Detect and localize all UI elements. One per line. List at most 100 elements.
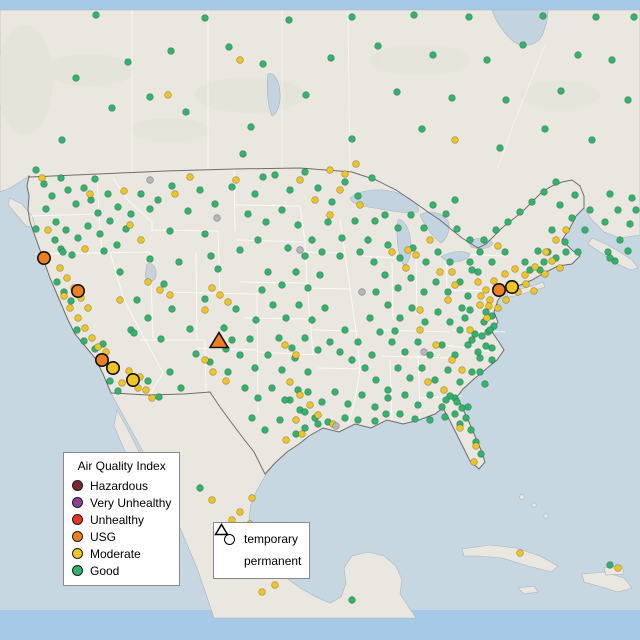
station-dot-good[interactable]	[394, 224, 402, 232]
station-dot-good[interactable]	[268, 384, 276, 392]
station-dot-good[interactable]	[301, 334, 309, 342]
station-dot-good[interactable]	[476, 248, 484, 256]
station-dot-good[interactable]	[175, 258, 183, 266]
station-dot-good[interactable]	[348, 356, 356, 364]
station-dot-good[interactable]	[372, 376, 380, 384]
station-dot-good[interactable]	[464, 341, 472, 349]
temporary-station-usg[interactable]	[491, 282, 506, 297]
station-dot-good[interactable]	[446, 318, 454, 326]
station-dot-moderate[interactable]	[60, 292, 68, 300]
station-dot-good[interactable]	[254, 394, 262, 402]
station-dot-good[interactable]	[552, 178, 560, 186]
station-dot-good[interactable]	[448, 94, 456, 102]
station-dot-good[interactable]	[201, 230, 209, 238]
station-dot-moderate[interactable]	[494, 304, 502, 312]
station-dot-moderate[interactable]	[404, 246, 412, 254]
station-dot-good[interactable]	[624, 96, 632, 104]
station-dot-good[interactable]	[501, 248, 509, 256]
station-dot-inactive[interactable]	[420, 348, 428, 356]
station-dot-good[interactable]	[464, 292, 472, 300]
station-dot-good[interactable]	[192, 350, 200, 358]
station-dot-good[interactable]	[72, 74, 80, 82]
station-dot-good[interactable]	[486, 326, 494, 334]
station-dot-good[interactable]	[384, 394, 392, 402]
station-dot-good[interactable]	[168, 305, 176, 313]
station-dot-moderate[interactable]	[448, 356, 456, 364]
station-dot-good[interactable]	[304, 368, 312, 376]
station-dot-good[interactable]	[201, 14, 209, 22]
station-dot-moderate[interactable]	[298, 430, 306, 438]
station-dot-good[interactable]	[468, 368, 476, 376]
station-dot-good[interactable]	[271, 171, 279, 179]
station-dot-good[interactable]	[146, 205, 154, 213]
station-dot-good[interactable]	[556, 201, 564, 209]
station-dot-moderate[interactable]	[120, 187, 128, 195]
station-dot-good[interactable]	[557, 87, 565, 95]
station-dot-moderate[interactable]	[306, 401, 314, 409]
station-dot-good[interactable]	[458, 304, 466, 312]
station-dot-good[interactable]	[358, 391, 366, 399]
station-dot-moderate[interactable]	[516, 549, 524, 557]
station-dot-good[interactable]	[372, 288, 380, 296]
station-dot-good[interactable]	[418, 125, 426, 133]
station-dot-moderate[interactable]	[142, 386, 150, 394]
station-dot-good[interactable]	[458, 404, 466, 412]
station-dot-good[interactable]	[548, 226, 556, 234]
station-dot-moderate[interactable]	[470, 458, 478, 466]
station-dot-good[interactable]	[478, 332, 486, 340]
station-dot-good[interactable]	[259, 173, 267, 181]
station-dot-good[interactable]	[586, 206, 594, 214]
station-dot-good[interactable]	[483, 56, 491, 64]
station-dot-good[interactable]	[262, 218, 270, 226]
station-dot-good[interactable]	[381, 211, 389, 219]
station-dot-inactive[interactable]	[358, 288, 366, 296]
station-dot-good[interactable]	[466, 258, 474, 266]
station-dot-good[interactable]	[301, 424, 309, 432]
station-dot-moderate[interactable]	[222, 377, 230, 385]
station-dot-good[interactable]	[456, 378, 464, 386]
station-dot-good[interactable]	[168, 182, 176, 190]
station-dot-good[interactable]	[492, 226, 500, 234]
station-dot-moderate[interactable]	[424, 378, 432, 386]
station-dot-moderate[interactable]	[38, 174, 46, 182]
station-dot-good[interactable]	[166, 368, 174, 376]
station-dot-good[interactable]	[106, 377, 114, 385]
station-dot-moderate[interactable]	[444, 296, 452, 304]
station-dot-good[interactable]	[91, 175, 99, 183]
station-dot-good[interactable]	[108, 104, 116, 112]
station-dot-good[interactable]	[391, 327, 399, 335]
station-dot-good[interactable]	[80, 337, 88, 345]
station-dot-moderate[interactable]	[94, 343, 102, 351]
station-dot-good[interactable]	[534, 247, 542, 255]
station-dot-good[interactable]	[177, 384, 185, 392]
station-dot-good[interactable]	[368, 351, 376, 359]
station-dot-good[interactable]	[167, 47, 175, 55]
station-dot-good[interactable]	[341, 414, 349, 422]
station-dot-good[interactable]	[196, 186, 204, 194]
station-dot-moderate[interactable]	[476, 301, 484, 309]
station-dot-good[interactable]	[301, 408, 309, 416]
station-dot-good[interactable]	[571, 191, 579, 199]
station-dot-good[interactable]	[247, 123, 255, 131]
station-dot-good[interactable]	[327, 54, 335, 62]
station-dot-good[interactable]	[354, 416, 362, 424]
station-dot-good[interactable]	[414, 401, 422, 409]
station-dot-good[interactable]	[516, 208, 524, 216]
station-dot-good[interactable]	[406, 374, 414, 382]
station-dot-moderate[interactable]	[458, 366, 466, 374]
station-dot-good[interactable]	[331, 388, 339, 396]
station-dot-moderate[interactable]	[118, 379, 126, 387]
station-dot-good[interactable]	[568, 214, 576, 222]
station-dot-moderate[interactable]	[436, 268, 444, 276]
station-dot-good[interactable]	[401, 391, 409, 399]
station-dot-good[interactable]	[166, 227, 174, 235]
station-dot-moderate[interactable]	[521, 271, 529, 279]
station-dot-good[interactable]	[32, 225, 40, 233]
station-dot-good[interactable]	[442, 396, 450, 404]
station-dot-good[interactable]	[482, 342, 490, 350]
station-dot-good[interactable]	[155, 393, 163, 401]
station-dot-good[interactable]	[606, 254, 614, 262]
station-dot-moderate[interactable]	[232, 176, 240, 184]
station-dot-good[interactable]	[59, 248, 67, 256]
station-dot-good[interactable]	[356, 248, 364, 256]
